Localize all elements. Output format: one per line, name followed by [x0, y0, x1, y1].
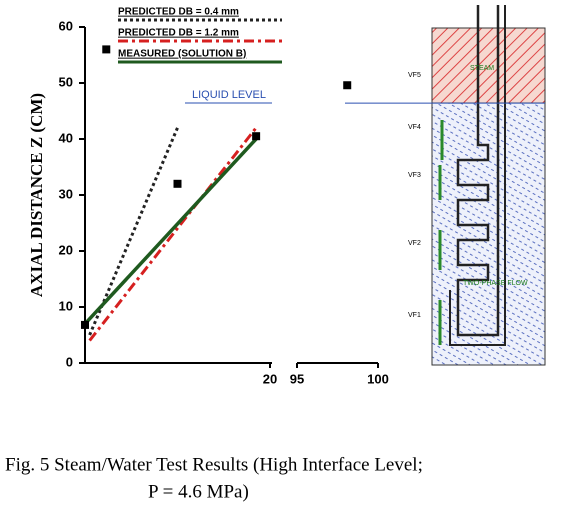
y-tick-label: 0 — [66, 354, 73, 369]
diagram-label: STEAM — [470, 65, 494, 72]
y-tick-label: 20 — [59, 242, 73, 257]
legend-label: PREDICTED DB = 0.4 mm — [118, 7, 239, 18]
legend-label: MEASURED (SOLUTION B) — [118, 49, 246, 60]
caption-line: Fig. 5 Steam/Water Test Results (High In… — [5, 454, 423, 475]
diagram-label: VF4 — [408, 124, 421, 131]
schematic — [431, 5, 546, 366]
series-line — [83, 137, 258, 325]
measured-point — [173, 179, 182, 188]
diagram-label: VF5 — [408, 72, 421, 79]
diagram-label: VF3 — [408, 172, 421, 179]
x-tick-label: 100 — [367, 371, 389, 386]
measured-point — [102, 45, 111, 54]
measured-point — [81, 320, 89, 329]
y-tick-label: 30 — [59, 186, 73, 201]
y-axis-label: AXIAL DISTANCE Z (CM) — [27, 93, 46, 297]
legend-label: PREDICTED DB = 1.2 mm — [118, 28, 239, 39]
y-tick-label: 50 — [59, 74, 73, 89]
diagram-label: VF1 — [408, 312, 421, 319]
measured-point — [252, 132, 261, 141]
x-tick-label: 95 — [290, 371, 304, 386]
measured-point — [343, 81, 352, 90]
series-line — [88, 126, 258, 342]
diagram-label: VF2 — [408, 240, 421, 247]
legend-label: LIQUID LEVEL — [192, 89, 266, 101]
y-tick-label: 10 — [59, 298, 73, 313]
y-tick-label: 40 — [59, 130, 73, 145]
caption-line: P = 4.6 MPa) — [148, 481, 249, 502]
y-tick-label: 60 — [59, 18, 73, 33]
x-tick-label: 20 — [263, 371, 277, 386]
diagram-label: TWO-PHASE FLOW — [463, 280, 528, 287]
